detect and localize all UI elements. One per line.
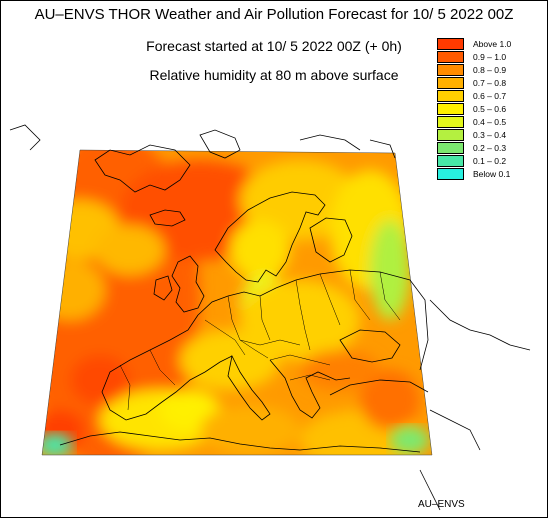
legend-item: 0.4 – 0.5 bbox=[437, 116, 547, 129]
legend-swatch bbox=[437, 129, 464, 141]
legend-item: 0.3 – 0.4 bbox=[437, 129, 547, 142]
legend-swatch bbox=[437, 64, 464, 76]
variable-description: Relative humidity at 80 m above surface bbox=[149, 67, 399, 83]
forecast-start-line: Forecast started at 10/ 5 2022 00Z (+ 0h… bbox=[146, 38, 402, 54]
legend-item: 0.6 – 0.7 bbox=[437, 90, 547, 103]
credit-label: AU–ENVS bbox=[418, 499, 465, 510]
legend-swatch bbox=[437, 38, 464, 50]
country-borders bbox=[119, 269, 401, 411]
legend-swatch bbox=[437, 155, 464, 167]
legend-label: 0.1 – 0.2 bbox=[473, 156, 507, 166]
legend-label: 0.6 – 0.7 bbox=[473, 91, 507, 101]
legend-item: 0.8 – 0.9 bbox=[437, 64, 547, 77]
legend-swatch bbox=[437, 51, 464, 63]
legend-item: 0.9 – 1.0 bbox=[437, 51, 547, 64]
coastlines bbox=[9, 124, 531, 511]
model-domain-outline bbox=[41, 149, 433, 456]
legend-label: 0.8 – 0.9 bbox=[473, 65, 507, 75]
humidity-field bbox=[42, 150, 432, 455]
legend-label: Below 0.1 bbox=[473, 169, 511, 179]
legend-swatch bbox=[437, 116, 464, 128]
legend-label: Above 1.0 bbox=[473, 39, 512, 49]
legend-label: 0.7 – 0.8 bbox=[473, 78, 507, 88]
legend-label: 0.5 – 0.6 bbox=[473, 104, 507, 114]
legend-item: Below 0.1 bbox=[437, 168, 547, 181]
legend-label: 0.4 – 0.5 bbox=[473, 117, 507, 127]
legend-label: 0.9 – 1.0 bbox=[473, 52, 507, 62]
legend-swatch bbox=[437, 77, 464, 89]
legend-label: 0.3 – 0.4 bbox=[473, 130, 507, 140]
forecast-title: AU–ENVS THOR Weather and Air Pollution F… bbox=[34, 6, 514, 23]
legend-swatch bbox=[437, 103, 464, 115]
legend-swatch bbox=[437, 90, 464, 102]
legend-item: 0.7 – 0.8 bbox=[437, 77, 547, 90]
legend-item: 0.5 – 0.6 bbox=[437, 103, 547, 116]
legend-swatch bbox=[437, 168, 464, 180]
legend-label: 0.2 – 0.3 bbox=[473, 143, 507, 153]
legend-item: 0.2 – 0.3 bbox=[437, 142, 547, 155]
legend-item: Above 1.0 bbox=[437, 38, 547, 51]
legend-item: 0.1 – 0.2 bbox=[437, 155, 547, 168]
legend-swatch bbox=[437, 142, 464, 154]
